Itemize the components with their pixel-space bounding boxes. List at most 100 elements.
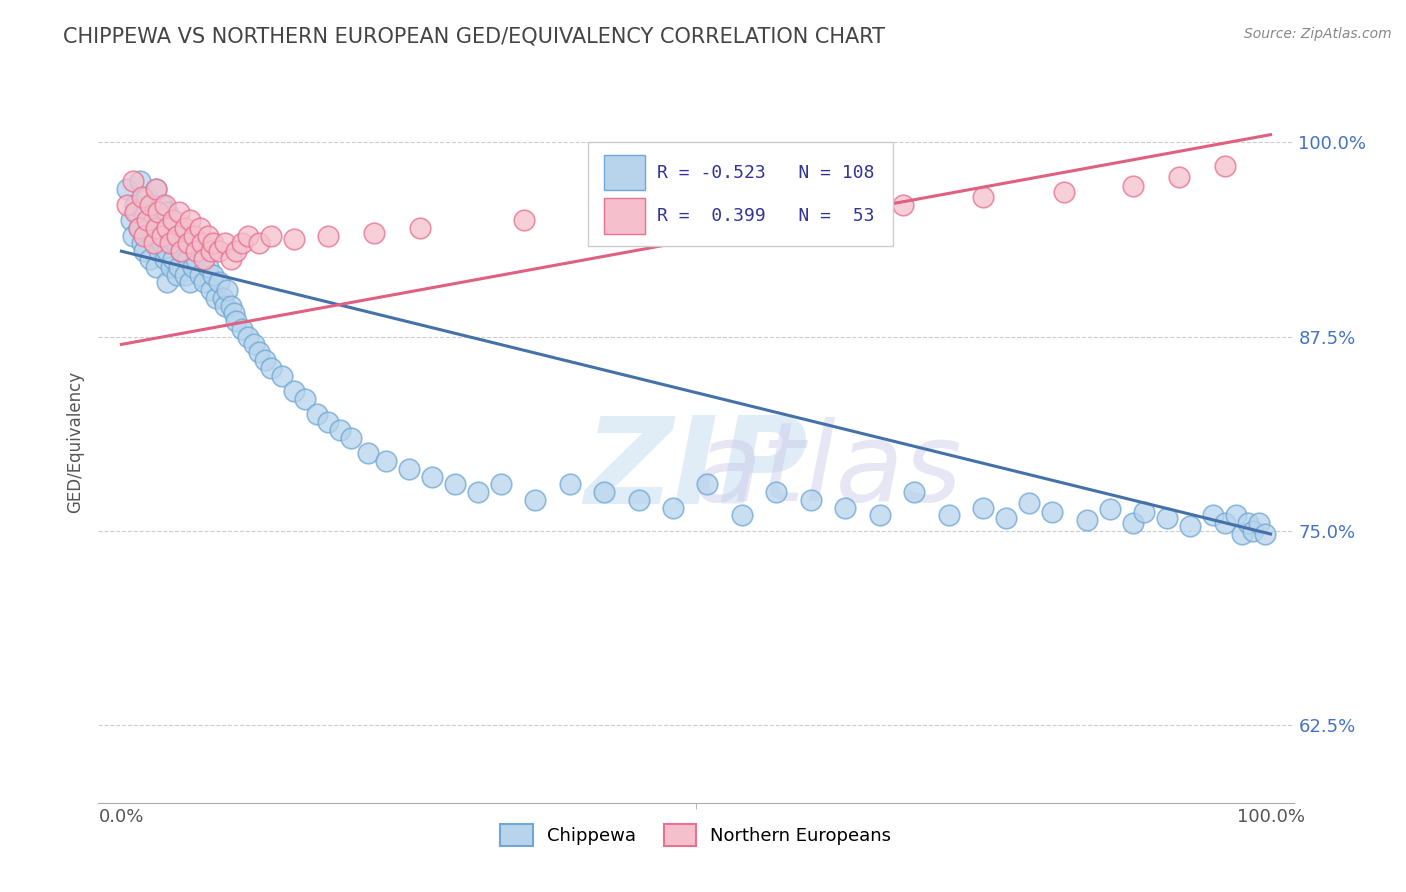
Point bbox=[1040, 505, 1063, 519]
Point bbox=[1230, 527, 1253, 541]
Point bbox=[120, 213, 142, 227]
Point bbox=[489, 477, 512, 491]
Point bbox=[167, 260, 190, 274]
Y-axis label: GED/Equivalency: GED/Equivalency bbox=[66, 370, 84, 513]
Point bbox=[558, 477, 581, 491]
Point bbox=[271, 368, 294, 383]
Point bbox=[152, 220, 174, 235]
Point bbox=[135, 213, 157, 227]
Point bbox=[225, 244, 247, 259]
Point bbox=[1133, 505, 1156, 519]
Point bbox=[156, 244, 179, 259]
Point bbox=[156, 220, 179, 235]
Point bbox=[219, 299, 242, 313]
Point bbox=[972, 500, 994, 515]
Point bbox=[357, 446, 380, 460]
Point bbox=[294, 392, 316, 406]
Point bbox=[1213, 516, 1236, 530]
Point bbox=[159, 260, 181, 274]
Point bbox=[145, 260, 167, 274]
Point bbox=[170, 244, 193, 259]
Point bbox=[188, 220, 211, 235]
Point bbox=[524, 492, 547, 507]
Point bbox=[995, 511, 1018, 525]
Point bbox=[162, 213, 184, 227]
Point bbox=[173, 228, 195, 243]
Point bbox=[283, 384, 305, 398]
Point bbox=[707, 205, 730, 219]
Point bbox=[145, 220, 167, 235]
Point bbox=[231, 236, 253, 251]
Point bbox=[193, 275, 215, 289]
Point bbox=[731, 508, 754, 523]
Point bbox=[776, 201, 799, 215]
Point bbox=[1122, 178, 1144, 193]
Point bbox=[1053, 185, 1076, 199]
Point bbox=[627, 492, 650, 507]
Point bbox=[156, 275, 179, 289]
Point bbox=[305, 408, 328, 422]
Point bbox=[159, 236, 181, 251]
Point bbox=[139, 252, 162, 266]
Point bbox=[409, 220, 432, 235]
Point bbox=[181, 260, 204, 274]
Point bbox=[467, 485, 489, 500]
Point bbox=[1122, 516, 1144, 530]
Point bbox=[183, 228, 205, 243]
Text: R =  0.399   N =  53: R = 0.399 N = 53 bbox=[657, 207, 875, 225]
Point bbox=[1202, 508, 1225, 523]
FancyBboxPatch shape bbox=[605, 198, 644, 234]
Point bbox=[1018, 496, 1040, 510]
Point bbox=[938, 508, 960, 523]
Point bbox=[242, 337, 264, 351]
Point bbox=[225, 314, 247, 328]
Point bbox=[179, 275, 201, 289]
Point bbox=[222, 306, 245, 320]
Point bbox=[153, 252, 176, 266]
Point bbox=[150, 228, 173, 243]
Point bbox=[179, 236, 201, 251]
Point bbox=[219, 252, 242, 266]
Point bbox=[236, 329, 259, 343]
Text: Source: ZipAtlas.com: Source: ZipAtlas.com bbox=[1244, 27, 1392, 41]
Point bbox=[128, 220, 150, 235]
Point bbox=[150, 236, 173, 251]
Point bbox=[398, 461, 420, 475]
Point bbox=[115, 182, 138, 196]
Point bbox=[124, 205, 146, 219]
Point bbox=[145, 220, 167, 235]
Point bbox=[202, 268, 225, 282]
Point bbox=[202, 236, 225, 251]
Point bbox=[139, 213, 162, 227]
Point bbox=[124, 197, 146, 211]
Point bbox=[166, 268, 188, 282]
Point bbox=[131, 236, 153, 251]
Point bbox=[162, 252, 184, 266]
Point bbox=[208, 244, 231, 259]
Point bbox=[696, 477, 718, 491]
Point bbox=[217, 283, 239, 297]
Point bbox=[329, 423, 352, 437]
Point bbox=[184, 252, 207, 266]
Point bbox=[903, 485, 925, 500]
Point bbox=[662, 500, 685, 515]
Point bbox=[800, 492, 823, 507]
Point bbox=[443, 477, 465, 491]
Point bbox=[128, 220, 150, 235]
Point bbox=[1254, 527, 1277, 541]
Point bbox=[173, 268, 195, 282]
Point bbox=[247, 236, 270, 251]
Point bbox=[1247, 516, 1270, 530]
Point bbox=[1156, 511, 1178, 525]
Text: CHIPPEWA VS NORTHERN EUROPEAN GED/EQUIVALENCY CORRELATION CHART: CHIPPEWA VS NORTHERN EUROPEAN GED/EQUIVA… bbox=[63, 27, 886, 46]
Point bbox=[972, 190, 994, 204]
Point bbox=[191, 244, 214, 259]
FancyBboxPatch shape bbox=[605, 155, 644, 191]
Point bbox=[179, 213, 201, 227]
Point bbox=[363, 226, 385, 240]
Point bbox=[834, 500, 856, 515]
Point bbox=[131, 190, 153, 204]
Point bbox=[142, 236, 165, 251]
Point bbox=[374, 454, 396, 468]
Point bbox=[141, 197, 163, 211]
